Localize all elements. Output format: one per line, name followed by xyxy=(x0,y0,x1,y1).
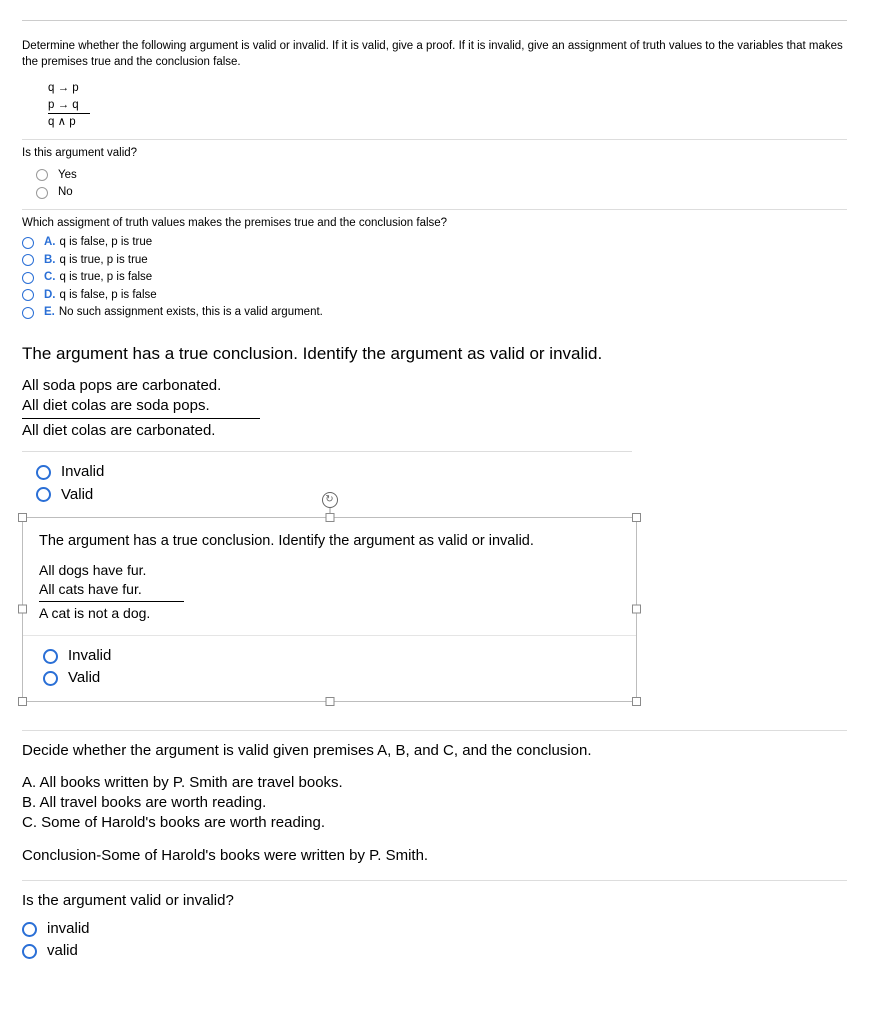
q2-invalid-label: Invalid xyxy=(61,462,104,482)
q1-optB-row[interactable]: B. q is true, p is true xyxy=(22,253,847,269)
q2-section: The argument has a true conclusion. Iden… xyxy=(22,343,847,702)
q1-no-row[interactable]: No xyxy=(36,185,847,201)
q1-conclusion: q ∧ p xyxy=(48,114,90,131)
q4-invalid-label: invalid xyxy=(47,919,90,939)
q3-content: The argument has a true conclusion. Iden… xyxy=(39,532,620,689)
q3-p2: All cats have fur. xyxy=(39,580,620,599)
q4-valid-label: valid xyxy=(47,941,78,961)
radio-icon xyxy=(36,187,48,199)
q2-rule xyxy=(22,418,260,419)
opt-letter: E. xyxy=(44,306,55,318)
rotate-handle-icon[interactable]: ↻ xyxy=(322,492,338,508)
radio-icon xyxy=(22,254,34,266)
q1-no-label: No xyxy=(58,185,73,201)
q1-optB-text: q is true, p is true xyxy=(60,254,148,266)
q2-prompt: The argument has a true conclusion. Iden… xyxy=(22,343,847,366)
page-root: Determine whether the following argument… xyxy=(0,0,869,992)
divider-q2 xyxy=(22,451,632,452)
opt-letter: D. xyxy=(44,289,56,301)
resize-handle-mr[interactable] xyxy=(632,605,641,614)
radio-icon xyxy=(43,671,58,686)
q3-valid-row[interactable]: Valid xyxy=(43,668,620,688)
q3-c: A cat is not a dog. xyxy=(39,604,620,623)
q3-invalid-label: Invalid xyxy=(68,646,111,666)
q1-yes-row[interactable]: Yes xyxy=(36,168,847,184)
q2-p1: All soda pops are carbonated. xyxy=(22,376,847,396)
radio-icon xyxy=(22,272,34,284)
q2-invalid-row[interactable]: Invalid xyxy=(36,462,847,482)
q4-invalid-row[interactable]: invalid xyxy=(22,919,847,939)
radio-icon xyxy=(36,465,51,480)
radio-icon xyxy=(36,487,51,502)
opt-letter: A. xyxy=(44,236,56,248)
q1-prompt: Determine whether the following argument… xyxy=(22,39,847,70)
radio-icon xyxy=(22,237,34,249)
q2-valid-row[interactable]: Valid xyxy=(36,485,847,505)
q1-valid-question: Is this argument valid? xyxy=(22,146,847,162)
opt-letter: C. xyxy=(44,271,56,283)
resize-handle-mt[interactable] xyxy=(325,513,334,522)
radio-icon xyxy=(22,307,34,319)
q1-optD-text: q is false, p is false xyxy=(60,289,157,301)
q4-A: A. All books written by P. Smith are tra… xyxy=(22,773,847,793)
q1-yes-label: Yes xyxy=(58,168,77,184)
top-divider xyxy=(22,20,847,21)
q4-C: C. Some of Harold's books are worth read… xyxy=(22,813,847,833)
resize-handle-ml[interactable] xyxy=(18,605,27,614)
q1-premise1: q → p xyxy=(48,80,847,97)
q2-argument: All soda pops are carbonated. All diet c… xyxy=(22,376,847,442)
q1-optE-row[interactable]: E. No such assignment exists, this is a v… xyxy=(22,305,847,321)
q1-optA-text: q is false, p is true xyxy=(60,236,153,248)
q2-valid-label: Valid xyxy=(61,485,93,505)
resize-handle-tr[interactable] xyxy=(632,513,641,522)
radio-icon xyxy=(43,649,58,664)
q2-c: All diet colas are carbonated. xyxy=(22,421,847,441)
q1-optC-text: q is true, p is false xyxy=(60,271,153,283)
q1-optC-row[interactable]: C. q is true, p is false xyxy=(22,270,847,286)
radio-icon xyxy=(22,289,34,301)
divider-1 xyxy=(22,139,847,140)
q4-valid-row[interactable]: valid xyxy=(22,941,847,961)
q1-assign-question: Which assigment of truth values makes th… xyxy=(22,216,847,232)
q3-selection-frame[interactable]: ↻ The argument has a true conclusion. Id… xyxy=(22,517,637,702)
q4-prompt: Decide whether the argument is valid giv… xyxy=(22,741,847,761)
q4-section: Decide whether the argument is valid giv… xyxy=(22,730,847,962)
q2-p2: All diet colas are soda pops. xyxy=(22,396,847,416)
q4-conclusion: Conclusion-Some of Harold's books were w… xyxy=(22,846,847,866)
opt-letter: B. xyxy=(44,254,56,266)
radio-icon xyxy=(36,169,48,181)
q4-valid-question: Is the argument valid or invalid? xyxy=(22,891,847,911)
resize-handle-br[interactable] xyxy=(632,697,641,706)
q1-premise2: p → q xyxy=(48,97,847,114)
resize-handle-mb[interactable] xyxy=(325,697,334,706)
q3-valid-label: Valid xyxy=(68,668,100,688)
q1-optE-text: No such assignment exists, this is a val… xyxy=(59,306,323,318)
radio-icon xyxy=(22,922,37,937)
radio-icon xyxy=(22,944,37,959)
resize-handle-tl[interactable] xyxy=(18,513,27,522)
divider-2 xyxy=(22,209,847,210)
q1-argument: q → p p → q q ∧ p xyxy=(48,80,847,131)
q3-invalid-row[interactable]: Invalid xyxy=(43,646,620,666)
q3-rule xyxy=(39,601,184,602)
q3-p1: All dogs have fur. xyxy=(39,561,620,580)
q1-optA-row[interactable]: A. q is false, p is true xyxy=(22,235,847,251)
q4-B: B. All travel books are worth reading. xyxy=(22,793,847,813)
q3-prompt: The argument has a true conclusion. Iden… xyxy=(39,532,620,552)
divider-q4-mid xyxy=(22,880,847,881)
divider-q4-top xyxy=(22,730,847,731)
divider-q3 xyxy=(23,635,636,636)
q1-optD-row[interactable]: D. q is false, p is false xyxy=(22,288,847,304)
resize-handle-bl[interactable] xyxy=(18,697,27,706)
